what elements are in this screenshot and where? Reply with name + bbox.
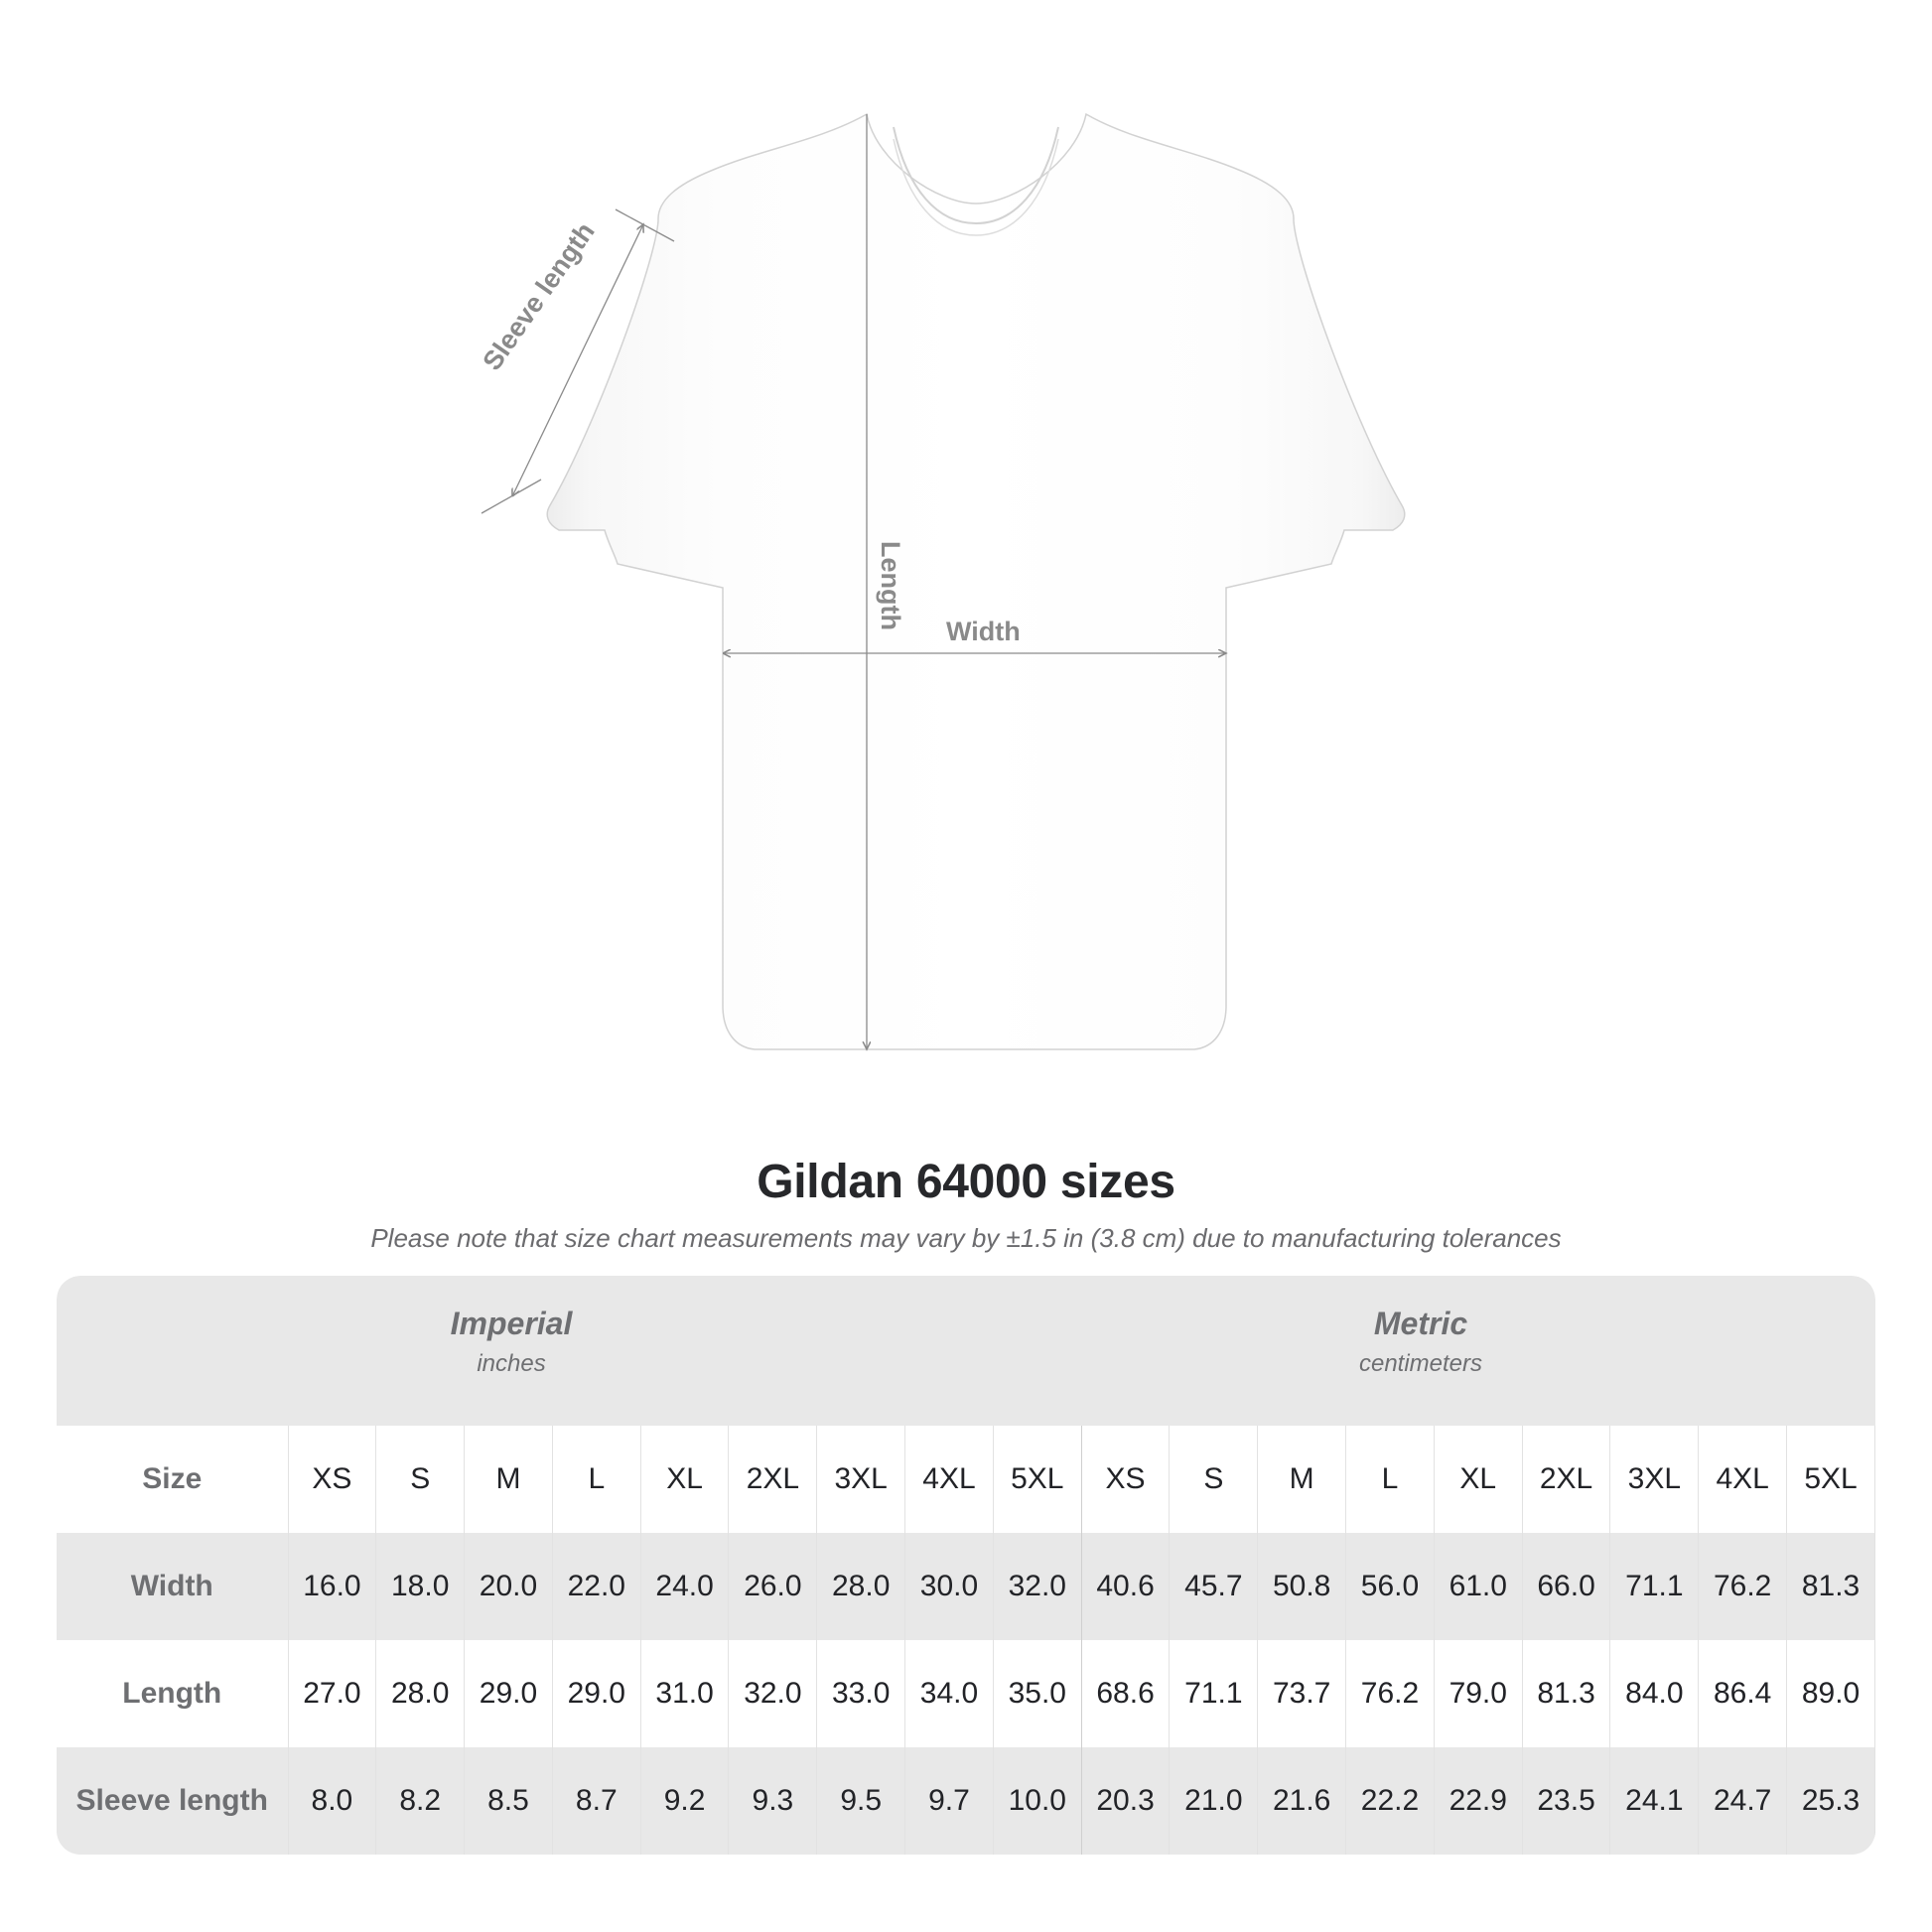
svg-text:Length: Length: [876, 541, 905, 630]
svg-text:Width: Width: [946, 617, 1021, 646]
